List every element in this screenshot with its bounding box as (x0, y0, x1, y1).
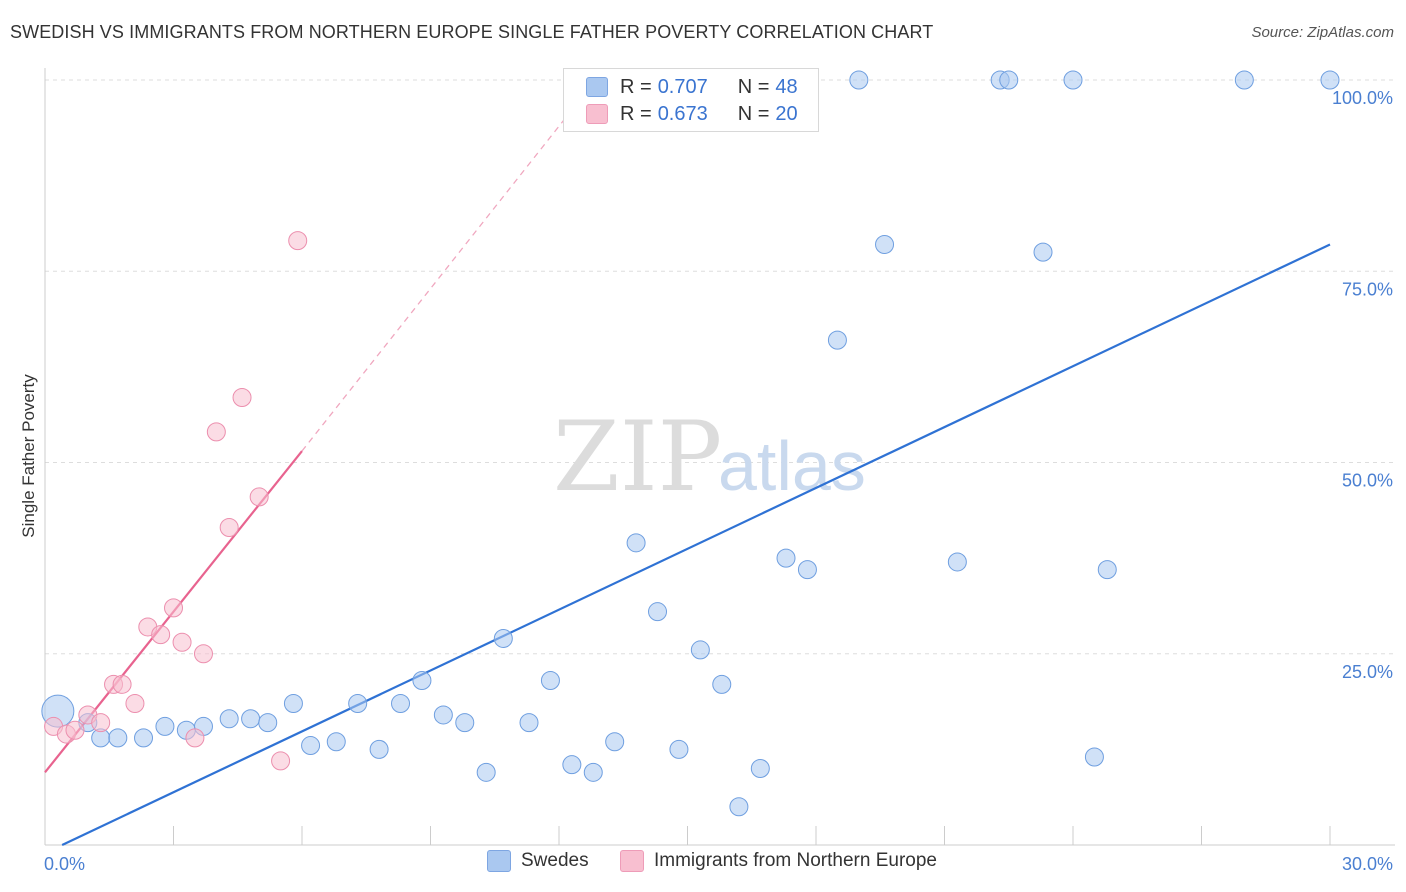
data-point-immigrants (125, 693, 145, 713)
data-point-swedes (797, 560, 817, 580)
data-point-immigrants (164, 598, 183, 618)
data-point-immigrants (271, 751, 291, 771)
data-point-swedes (348, 693, 368, 713)
data-point-swedes (999, 70, 1019, 90)
legend-label-immigrants: Immigrants from Northern Europe (654, 850, 937, 871)
data-point-swedes (108, 728, 128, 748)
legend-swatch-immigrants (620, 850, 644, 872)
data-point-immigrants (112, 674, 132, 694)
r-value: 0.673 (657, 102, 708, 125)
chart-title: SWEDISH VS IMMIGRANTS FROM NORTHERN EURO… (10, 22, 934, 42)
data-point-swedes (391, 693, 411, 713)
data-point-immigrants (185, 728, 205, 748)
data-point-immigrants (172, 632, 192, 652)
n-label: N = (737, 102, 770, 125)
data-point-swedes (283, 693, 303, 713)
data-point-swedes (605, 732, 625, 752)
watermark-zip: ZIP (553, 401, 722, 513)
watermark-atlas: atlas (718, 427, 866, 505)
data-point-immigrants (151, 625, 171, 645)
data-point-immigrants (249, 487, 269, 507)
y-tick-label: 50.0% (1342, 471, 1393, 491)
legend-swatch-swedes (487, 850, 511, 872)
data-point-swedes (776, 548, 796, 568)
data-point-immigrants (219, 518, 239, 538)
legend-row-immigrants: R = 0.673 N = 20 (586, 101, 798, 127)
data-point-immigrants (206, 422, 226, 442)
x-tick-label-max: 30.0% (1342, 854, 1393, 874)
data-point-swedes (729, 797, 749, 817)
x-tick-label-min: 0.0% (44, 854, 85, 874)
swatch-immigrants (586, 104, 608, 124)
legend-item-immigrants[interactable]: Immigrants from Northern Europe (620, 850, 937, 872)
data-points (41, 70, 1340, 817)
data-point-swedes (583, 762, 603, 782)
y-tick-label: 25.0% (1342, 662, 1393, 682)
data-point-swedes (1320, 70, 1340, 90)
data-point-swedes (1033, 242, 1053, 262)
data-point-swedes (241, 709, 261, 729)
y-tick-label: 100.0% (1332, 88, 1393, 108)
legend-label-swedes: Swedes (521, 850, 589, 871)
data-point-swedes (648, 602, 668, 622)
data-point-swedes (669, 739, 689, 759)
data-point-swedes (493, 628, 513, 648)
data-point-swedes (433, 705, 453, 725)
y-tick-label: 75.0% (1342, 279, 1393, 299)
data-point-swedes (1234, 70, 1254, 90)
data-point-immigrants (232, 387, 252, 407)
n-value: 20 (775, 102, 798, 125)
data-point-swedes (369, 739, 389, 759)
data-point-swedes (827, 330, 847, 350)
r-label: R = (620, 102, 652, 125)
data-point-swedes (476, 762, 496, 782)
data-point-swedes (455, 713, 475, 733)
legend-item-swedes[interactable]: Swedes (487, 850, 589, 872)
data-point-immigrants (193, 644, 213, 664)
series-legend: Swedes Immigrants from Northern Europe (0, 850, 1406, 878)
data-point-swedes (1063, 70, 1083, 90)
data-point-swedes (155, 716, 175, 736)
n-label: N = (737, 75, 770, 98)
n-value: 48 (775, 75, 798, 98)
data-point-swedes (562, 755, 582, 775)
data-point-swedes (219, 709, 239, 729)
data-point-swedes (712, 674, 732, 694)
r-value: 0.707 (657, 75, 708, 98)
data-point-swedes (258, 713, 278, 733)
data-point-swedes (849, 70, 869, 90)
data-point-swedes (540, 671, 560, 691)
data-point-swedes (875, 234, 895, 254)
data-point-swedes (412, 671, 432, 691)
y-tick-labels: 25.0% 50.0% 75.0% 100.0% (1332, 88, 1393, 682)
data-point-swedes (1097, 560, 1117, 580)
source-credit: Source: ZipAtlas.com (1251, 24, 1394, 41)
trend-line-0 (61, 243, 1331, 846)
data-point-swedes (326, 732, 346, 752)
data-point-swedes (626, 533, 646, 553)
legend-row-swedes: R = 0.707 N = 48 (586, 74, 798, 100)
y-axis-label: Single Father Poverty (19, 374, 38, 538)
data-point-immigrants (65, 720, 85, 740)
data-point-swedes (750, 759, 770, 778)
correlation-legend: R = 0.707 N = 48 R = 0.673 N = 20 (563, 68, 819, 132)
data-point-swedes (134, 728, 154, 748)
trend-line-dashed-1 (301, 98, 581, 452)
data-point-swedes (1084, 747, 1104, 767)
data-point-swedes (519, 713, 539, 733)
data-point-swedes (690, 640, 710, 660)
data-point-immigrants (91, 713, 111, 733)
data-point-swedes (947, 552, 967, 572)
swatch-swedes (586, 77, 608, 97)
r-label: R = (620, 75, 652, 98)
grid-lines (45, 79, 1395, 655)
data-point-swedes (301, 736, 321, 756)
data-point-immigrants (288, 231, 308, 251)
